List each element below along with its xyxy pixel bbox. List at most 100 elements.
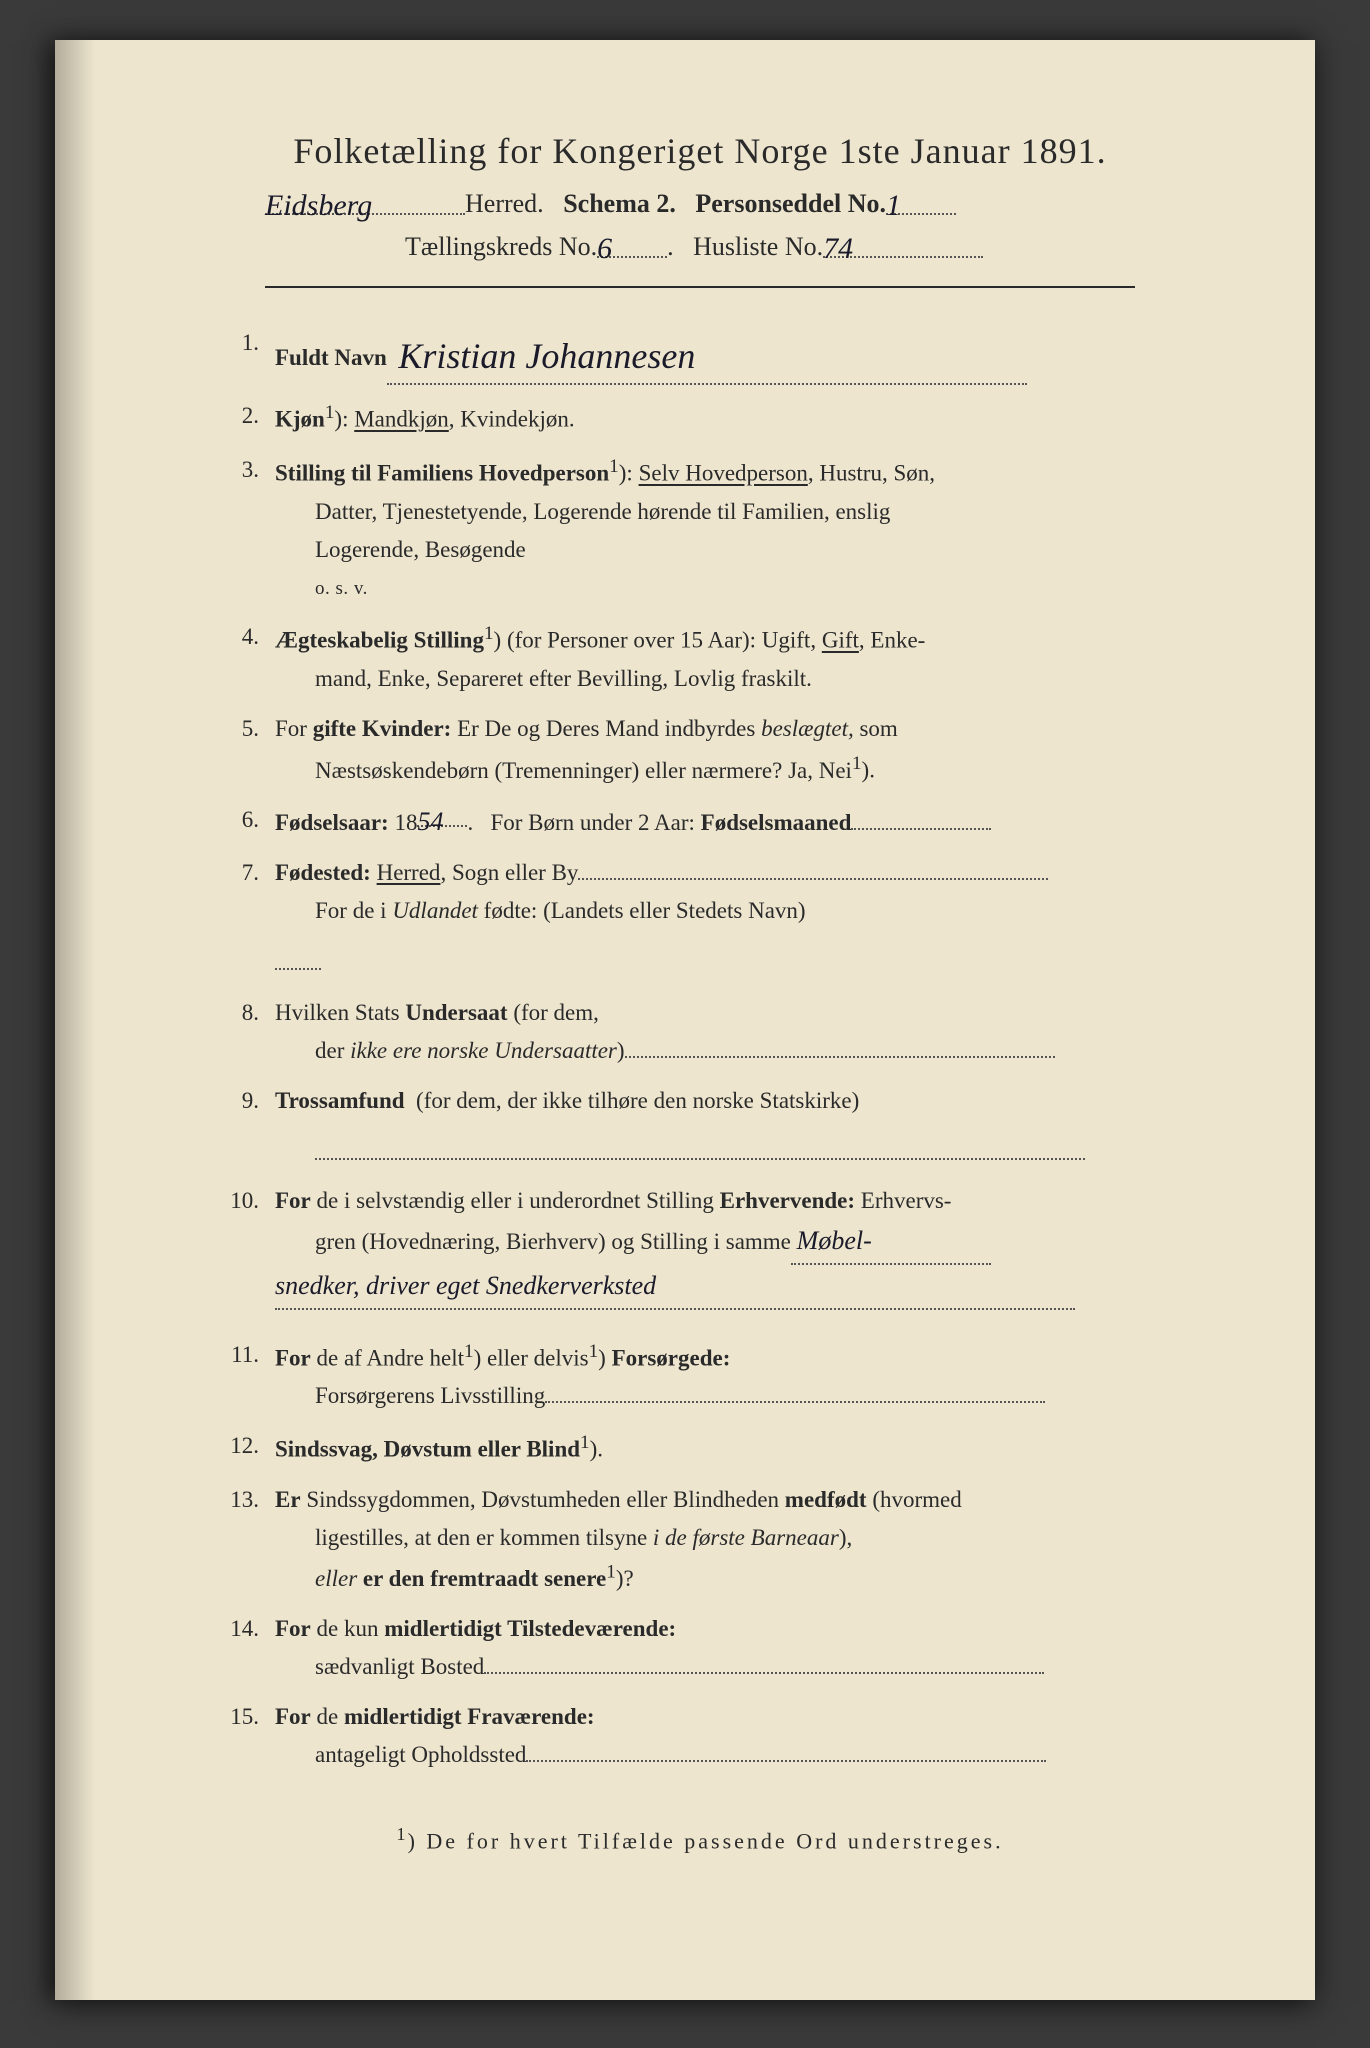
item-7-line2b: fødte: (Landets eller Stedets Navn) — [484, 898, 806, 923]
item-11-line2: Forsørgerens Livsstilling — [275, 1383, 545, 1408]
item-3-underlined: Selv Hovedperson — [639, 461, 808, 486]
main-title: Folketælling for Kongeriget Norge 1ste J… — [205, 130, 1195, 172]
herred-field: Eidsberg — [265, 186, 465, 215]
item-15-field — [526, 1760, 1046, 1762]
item-5-line2: Næstsøskendebørn (Tremenninger) eller næ… — [275, 758, 852, 783]
item-5-for: For — [275, 716, 307, 741]
item-12: 12. Sindssvag, Døvstum eller Blind1). — [225, 1427, 1195, 1469]
item-content-5: For gifte Kvinder: Er De og Deres Mand i… — [275, 710, 1195, 790]
form-header: Folketælling for Kongeriget Norge 1ste J… — [205, 130, 1195, 262]
item-8-line1: Hvilken Stats — [275, 1000, 400, 1025]
item-content-4: Ægteskabelig Stilling1) (for Personer ov… — [275, 618, 1195, 698]
spacer-3 — [225, 1322, 1195, 1336]
item-8-line2: der — [315, 1038, 344, 1063]
item-7-line1: , Sogn eller By — [440, 860, 578, 885]
item-4-underlined: Gift — [822, 628, 859, 653]
item-11-sup1: 1 — [464, 1341, 474, 1362]
item-num-7: 7. — [225, 854, 275, 970]
husliste-label: Husliste No. — [693, 232, 823, 261]
item-15-line1: de — [317, 1704, 339, 1729]
item-10-value2: snedker, driver eget Snedkerverksted — [275, 1271, 656, 1300]
footnote-text: ) De for hvert Tilfælde passende Ord und… — [408, 1828, 1004, 1853]
item-13-line3wrap: eller er den fremtraadt senere1)? — [275, 1566, 634, 1591]
item-content-13: Er Sindssygdommen, Døvstumheden eller Bl… — [275, 1481, 1195, 1598]
item-4-line2: mand, Enke, Separeret efter Bevilling, L… — [275, 666, 812, 691]
footnote-sup: 1 — [396, 1824, 407, 1844]
schema-label: Schema 2. — [563, 189, 676, 218]
item-num-15: 15. — [225, 1698, 275, 1774]
item-14-line1: de kun — [317, 1616, 379, 1641]
item-14-field — [484, 1672, 1044, 1674]
item-15-line2: antageligt Opholdssted — [275, 1742, 526, 1767]
item-10-field2: snedker, driver eget Snedkerverksted — [275, 1265, 1075, 1310]
taellingskreds-field: 6 — [597, 229, 667, 258]
item-9-line1: (for dem, der ikke tilhøre den norske St… — [416, 1088, 859, 1113]
subtitle-line-1: Eidsberg Herred. Schema 2. Personseddel … — [205, 186, 1195, 219]
item-num-14: 14. — [225, 1610, 275, 1686]
item-8-italic: ikke ere norske Undersaatter — [350, 1038, 617, 1063]
footnote: 1) De for hvert Tilfælde passende Ord un… — [205, 1824, 1195, 1854]
item-11-line1c: ) — [598, 1345, 606, 1370]
item-5-line1: Er De og Deres Mand indbyrdes — [457, 716, 755, 741]
item-10-line2: gren (Hovednæring, Bierhverv) og Stillin… — [275, 1229, 791, 1254]
page-shadow — [55, 40, 95, 2000]
item-13: 13. Er Sindssygdommen, Døvstumheden elle… — [225, 1481, 1195, 1598]
item-14: 14. For de kun midlertidigt Tilstedevære… — [225, 1610, 1195, 1686]
item-num-2: 2. — [225, 397, 275, 439]
item-11-sup2: 1 — [589, 1341, 599, 1362]
item-13-sup: 1 — [606, 1562, 616, 1583]
subtitle-line-2: Tællingskreds No.6. Husliste No.74 — [205, 229, 1195, 262]
item-1-value: Kristian Johannesen — [398, 336, 695, 376]
item-13-italic2: eller — [315, 1566, 357, 1591]
item-10-line1b: Erhvervs- — [861, 1188, 952, 1213]
item-num-5: 5. — [225, 710, 275, 790]
item-content-14: For de kun midlertidigt Tilstedeværende:… — [275, 1610, 1195, 1686]
item-num-10: 10. — [225, 1182, 275, 1310]
item-13-bold2: medfødt — [785, 1487, 867, 1512]
item-11-line1b: ) eller delvis — [474, 1345, 589, 1370]
item-5-line2b: ). — [862, 758, 875, 783]
item-content-11: For de af Andre helt1) eller delvis1) Fo… — [275, 1336, 1195, 1416]
item-10-bold2: Erhvervende: — [720, 1188, 855, 1213]
item-13-line2: ligestilles, at den er kommen tilsyne — [315, 1525, 647, 1550]
item-15-bold1: For — [275, 1704, 311, 1729]
item-13-line3b: )? — [616, 1566, 634, 1591]
spacer-2 — [225, 1172, 1195, 1182]
item-2: 2. Kjøn1): Mandkjøn, Kvindekjøn. — [225, 397, 1195, 439]
item-num-6: 6. — [225, 801, 275, 842]
item-8-bold: Undersaat — [405, 1000, 507, 1025]
item-12-label: Sindssvag, Døvstum eller Blind — [275, 1437, 580, 1462]
personseddel-field: 1 — [886, 186, 956, 215]
item-11: 11. For de af Andre helt1) eller delvis1… — [225, 1336, 1195, 1416]
item-5-line1b: som — [859, 716, 897, 741]
item-content-8: Hvilken Stats Undersaat (for dem, der ik… — [275, 994, 1195, 1070]
item-6-year-field: 54 — [417, 801, 467, 826]
item-content-6: Fødselsaar: 1854. For Børn under 2 Aar: … — [275, 801, 1195, 842]
item-13-bold3: er den fremtraadt senere — [363, 1566, 606, 1591]
item-11-line1: de af Andre helt — [317, 1345, 465, 1370]
item-content-7: Fødested: Herred, Sogn eller By For de i… — [275, 854, 1195, 970]
item-12-sup: 1 — [580, 1432, 590, 1453]
item-10: 10. For de i selvstændig eller i underor… — [225, 1182, 1195, 1310]
item-13-line1b: (hvormed — [872, 1487, 961, 1512]
item-7-italic: Udlandet — [392, 898, 478, 923]
item-6-prefix: 18 — [394, 810, 417, 835]
item-13-bold1: Er — [275, 1487, 301, 1512]
item-content-10: For de i selvstændig eller i underordnet… — [275, 1182, 1195, 1310]
item-num-8: 8. — [225, 994, 275, 1070]
item-2-sup: 1 — [325, 402, 335, 423]
item-8-line2b: ) — [617, 1038, 625, 1063]
item-num-4: 4. — [225, 618, 275, 698]
item-8-field — [625, 1056, 1055, 1058]
taellingskreds-value: 6 — [597, 232, 612, 265]
item-13-line2wrap: ligestilles, at den er kommen tilsyne i … — [275, 1525, 852, 1550]
item-6-value: 54 — [417, 807, 443, 836]
item-8-line1b: (for dem, — [513, 1000, 599, 1025]
item-content-9: Trossamfund (for dem, der ikke tilhøre d… — [275, 1082, 1195, 1160]
personseddel-value: 1 — [886, 189, 901, 222]
item-6-bold2: Fødselsmaaned — [701, 810, 852, 835]
item-num-9: 9. — [225, 1082, 275, 1160]
item-8-line2wrap: der ikke ere norske Undersaatter) — [275, 1038, 625, 1063]
item-6-line1b: For Børn under 2 Aar: — [490, 810, 694, 835]
item-4-sup: 1 — [484, 623, 494, 644]
